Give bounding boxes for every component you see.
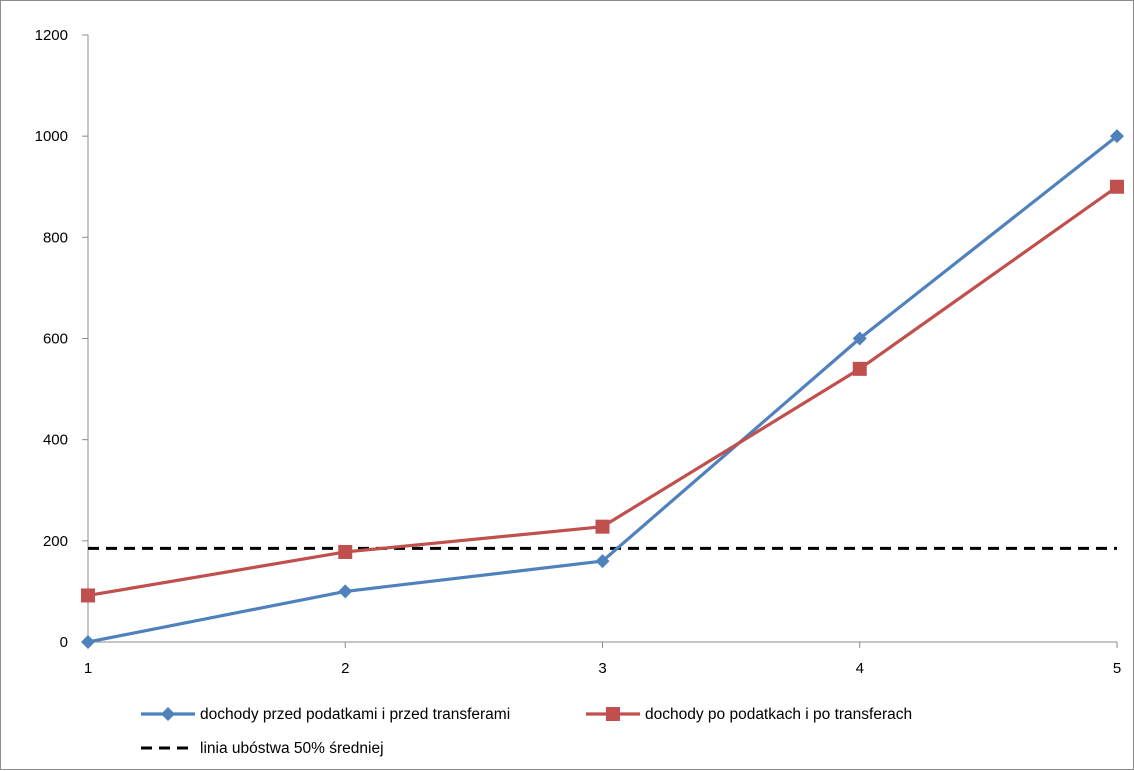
data-point xyxy=(338,584,353,599)
legend-label: linia ubóstwa 50% średniej xyxy=(200,740,384,757)
data-point xyxy=(81,635,95,649)
data-point xyxy=(852,361,867,376)
legend-label: dochody przed podatkami i przed transfer… xyxy=(200,706,510,723)
data-point xyxy=(595,554,610,569)
data-point xyxy=(81,588,95,603)
data-point xyxy=(852,331,867,346)
x-tick-label: 4 xyxy=(856,660,864,677)
legend-item-2: dochody po podatkach i po transferach xyxy=(586,706,912,723)
data-point xyxy=(1110,129,1124,144)
axes: 0 200 400 600 800 1000 1200 1 2 3 4 5 xyxy=(35,27,1122,677)
data-point xyxy=(1110,179,1124,194)
legend-item-3: linia ubóstwa 50% średniej xyxy=(141,740,384,757)
data-point xyxy=(595,519,610,534)
y-tick-label: 0 xyxy=(60,634,68,651)
x-tick-label: 2 xyxy=(341,660,349,677)
y-tick-label: 1200 xyxy=(35,27,68,44)
y-tick-label: 800 xyxy=(43,229,68,246)
legend-marker xyxy=(606,707,620,721)
legend-label: dochody po podatkach i po transferach xyxy=(645,706,912,723)
legend: dochody przed podatkami i przed transfer… xyxy=(141,706,912,757)
x-tick-label: 1 xyxy=(84,660,92,677)
x-tick-label: 5 xyxy=(1113,660,1121,677)
series-1 xyxy=(81,129,1124,649)
data-point xyxy=(338,544,353,559)
legend-item-1: dochody przed podatkami i przed transfer… xyxy=(141,706,510,723)
series-line xyxy=(87,185,1118,598)
series-2 xyxy=(81,179,1124,603)
y-tick-label: 1000 xyxy=(35,128,68,145)
x-tick-label: 3 xyxy=(598,660,606,677)
y-tick-label: 400 xyxy=(43,432,68,449)
legend-marker xyxy=(161,707,175,721)
y-tick-label: 200 xyxy=(43,533,68,550)
series-layer xyxy=(81,129,1124,649)
y-tick-label: 600 xyxy=(43,331,68,348)
